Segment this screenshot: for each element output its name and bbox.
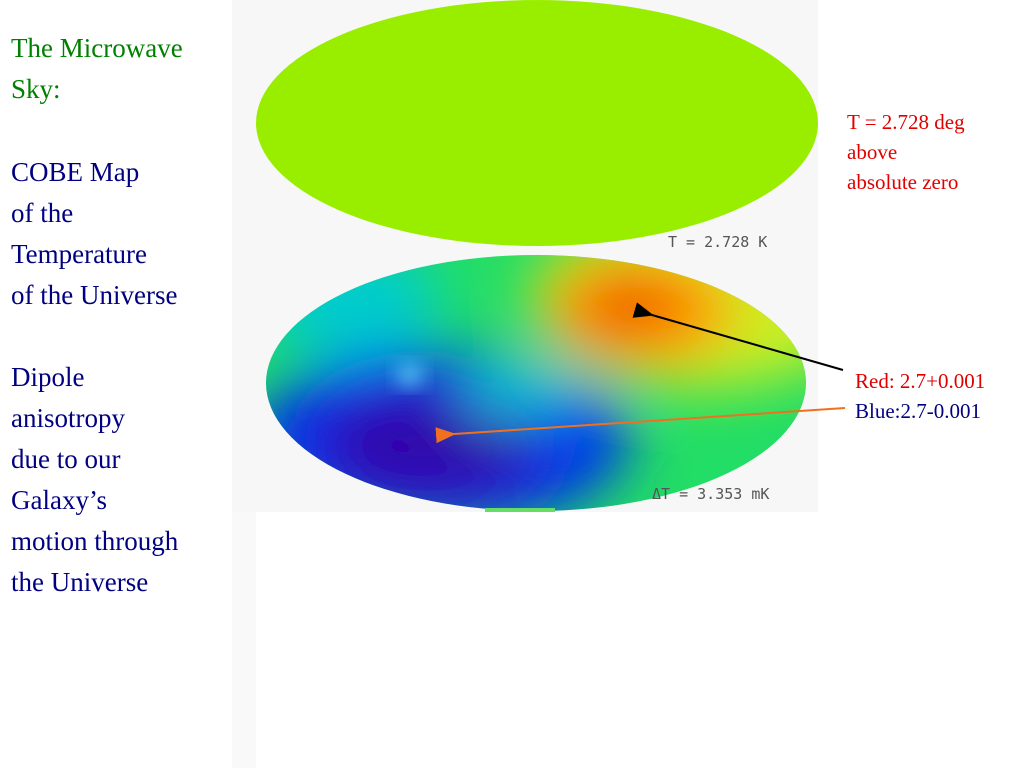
arrow-red: [632, 302, 844, 371]
text-line: Temperature: [11, 239, 148, 269]
image-strip: [232, 512, 256, 768]
temperature-note: T = 2.728 deg above absolute zero: [847, 107, 965, 197]
heading-line: Sky:: [11, 74, 61, 104]
uniform-map: [256, 0, 818, 246]
text-line: of the Universe: [11, 280, 178, 310]
text-line: Dipole: [11, 362, 85, 392]
explanation: Dipole anisotropy due to our Galaxy’s mo…: [11, 357, 178, 603]
text-line: Galaxy’s: [11, 485, 107, 515]
blue-note: Blue:2.7-0.001: [855, 399, 981, 423]
text-line: due to our: [11, 444, 121, 474]
subtitle: COBE Map of the Temperature of the Unive…: [11, 152, 177, 316]
heading: The Microwave Sky:: [11, 28, 183, 110]
red-note: Red: 2.7+0.001: [855, 369, 986, 393]
note-line: T = 2.728 deg: [847, 110, 965, 134]
text-line: motion through: [11, 526, 179, 556]
map-label: T = 2.728 K: [668, 233, 767, 251]
arrow-blue: [435, 407, 846, 444]
map-edge: [485, 508, 555, 512]
text-line: anisotropy: [11, 403, 125, 433]
heading-line: The Microwave: [11, 33, 183, 63]
text-line: COBE Map: [11, 157, 140, 187]
note-line: absolute zero: [847, 170, 959, 194]
text-line: the Universe: [11, 567, 149, 597]
text-line: of the: [11, 198, 74, 228]
note-line: above: [847, 140, 898, 164]
map-label: ΔT = 3.353 mK: [652, 485, 769, 503]
